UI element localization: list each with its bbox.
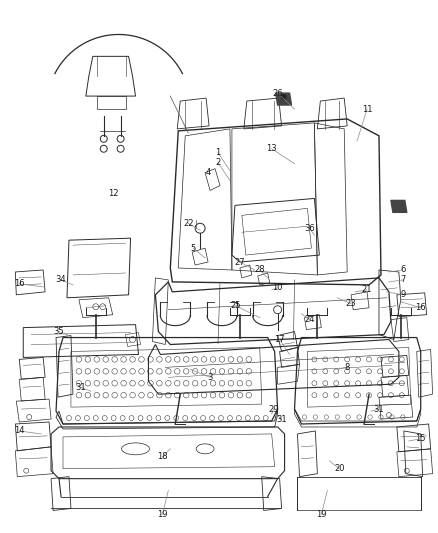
Text: 31: 31 bbox=[76, 383, 86, 392]
Text: 4: 4 bbox=[205, 168, 211, 177]
Text: 11: 11 bbox=[362, 104, 372, 114]
Text: 2: 2 bbox=[215, 158, 221, 167]
Text: 15: 15 bbox=[416, 434, 426, 443]
Text: 31: 31 bbox=[374, 405, 384, 414]
Text: 31: 31 bbox=[276, 415, 287, 424]
Polygon shape bbox=[276, 93, 292, 105]
Text: 14: 14 bbox=[14, 426, 25, 435]
Text: 28: 28 bbox=[254, 265, 265, 274]
Text: 13: 13 bbox=[266, 144, 277, 154]
Text: 18: 18 bbox=[157, 453, 168, 461]
Circle shape bbox=[281, 94, 286, 100]
Text: 8: 8 bbox=[345, 363, 350, 372]
Polygon shape bbox=[391, 200, 407, 212]
Text: 12: 12 bbox=[109, 189, 119, 198]
Text: 6: 6 bbox=[400, 265, 406, 274]
Text: 36: 36 bbox=[304, 224, 315, 233]
Text: 10: 10 bbox=[272, 284, 283, 293]
Text: 24: 24 bbox=[304, 315, 314, 324]
Text: 23: 23 bbox=[346, 299, 357, 308]
Text: 27: 27 bbox=[235, 257, 245, 266]
Text: 35: 35 bbox=[54, 327, 64, 336]
Text: 1: 1 bbox=[215, 148, 221, 157]
Text: 26: 26 bbox=[272, 88, 283, 98]
Text: 21: 21 bbox=[362, 285, 372, 294]
Text: 19: 19 bbox=[316, 510, 327, 519]
Text: 3: 3 bbox=[207, 373, 213, 382]
Text: 25: 25 bbox=[231, 301, 241, 310]
Text: 16: 16 bbox=[14, 279, 25, 288]
Text: 16: 16 bbox=[415, 303, 426, 312]
Text: 7: 7 bbox=[400, 276, 406, 285]
Text: 9: 9 bbox=[400, 290, 406, 300]
Text: 5: 5 bbox=[191, 244, 196, 253]
Text: 29: 29 bbox=[268, 405, 279, 414]
Text: 17: 17 bbox=[274, 335, 285, 344]
Text: 34: 34 bbox=[56, 276, 66, 285]
Text: 22: 22 bbox=[183, 219, 194, 228]
Text: 20: 20 bbox=[334, 464, 344, 473]
Text: 19: 19 bbox=[157, 510, 168, 519]
